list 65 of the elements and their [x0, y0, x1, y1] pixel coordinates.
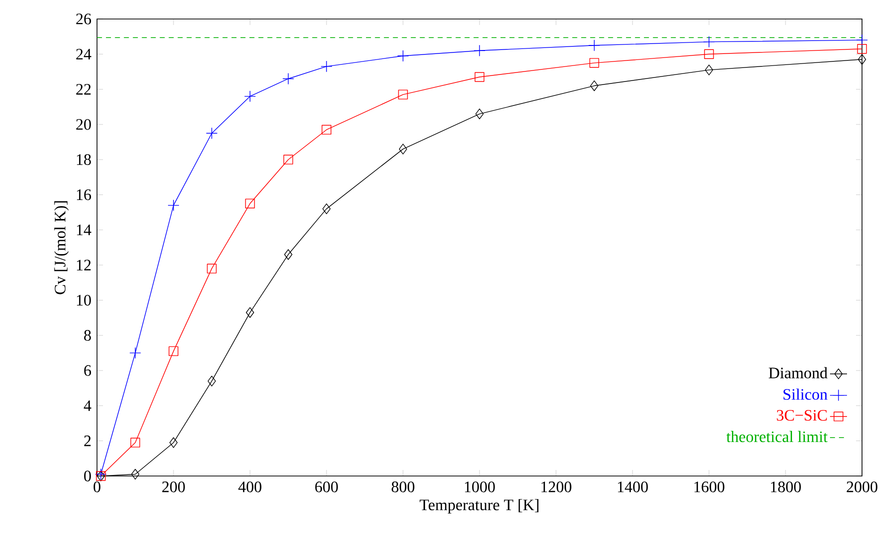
point	[130, 438, 140, 448]
point	[245, 198, 255, 208]
point	[590, 80, 598, 92]
y-tick-label: 6	[84, 365, 92, 376]
point	[206, 264, 217, 274]
point	[858, 54, 866, 65]
x-tick-label: 400	[238, 482, 262, 492]
point	[246, 307, 254, 318]
x-tick-label: 1000	[464, 482, 495, 492]
point	[474, 44, 486, 56]
point	[397, 50, 409, 62]
y-tick-label: 26	[76, 14, 92, 24]
point	[474, 72, 484, 82]
x-tick-label: 1200	[541, 482, 572, 492]
point	[589, 58, 600, 68]
point	[588, 40, 600, 52]
y-tick-label: 16	[76, 189, 92, 200]
y-tick-label: 20	[76, 119, 91, 130]
point	[856, 34, 868, 46]
legend-label: theoretical limit	[726, 430, 828, 442]
y-tick-label: 0	[84, 470, 91, 482]
x-axis-title: Temperature T [K]	[420, 499, 538, 514]
y-tick-label: 12	[76, 260, 91, 270]
y-tick-label: 24	[76, 48, 92, 60]
point	[95, 468, 107, 480]
x-tick-label: 1400	[618, 482, 648, 492]
point	[168, 199, 180, 212]
point	[322, 203, 331, 214]
x-tick-label: 1600	[694, 482, 724, 492]
x-tick-label: 2000	[846, 482, 878, 492]
point	[282, 72, 294, 85]
y-tick-label: 22	[76, 84, 91, 95]
point	[284, 249, 292, 260]
point	[244, 90, 256, 102]
y-tick-label: 8	[84, 330, 91, 341]
y-axis-title: Cv [J/(mol K)]	[54, 201, 69, 294]
x-tick-label: 200	[162, 482, 185, 492]
y-tick-label: 10	[76, 294, 91, 306]
y-tick-label: 2	[84, 436, 91, 446]
point	[398, 144, 408, 154]
point	[168, 346, 178, 356]
point	[703, 36, 715, 48]
point	[131, 468, 140, 480]
x-tick-label: 600	[315, 482, 338, 492]
point	[704, 49, 714, 59]
x-tick-label: 800	[392, 482, 414, 492]
y-tick-label: 4	[84, 400, 92, 411]
legend-label: Silicon	[784, 388, 828, 400]
point	[283, 154, 294, 164]
y-tick-label: 14	[76, 224, 92, 236]
point	[169, 437, 178, 448]
point	[857, 44, 867, 54]
x-tick-label: 1800	[770, 482, 801, 492]
point	[704, 64, 714, 76]
point	[208, 376, 216, 386]
point	[475, 108, 484, 120]
y-tick-label: 18	[76, 154, 91, 165]
point	[206, 127, 218, 140]
point	[322, 124, 332, 135]
point	[320, 60, 332, 72]
legend-label: 3C−SiC	[776, 410, 827, 421]
point	[129, 347, 142, 359]
point	[398, 90, 408, 100]
x-tick-label: 0	[94, 482, 100, 492]
legend-label: Diamond	[768, 367, 828, 378]
